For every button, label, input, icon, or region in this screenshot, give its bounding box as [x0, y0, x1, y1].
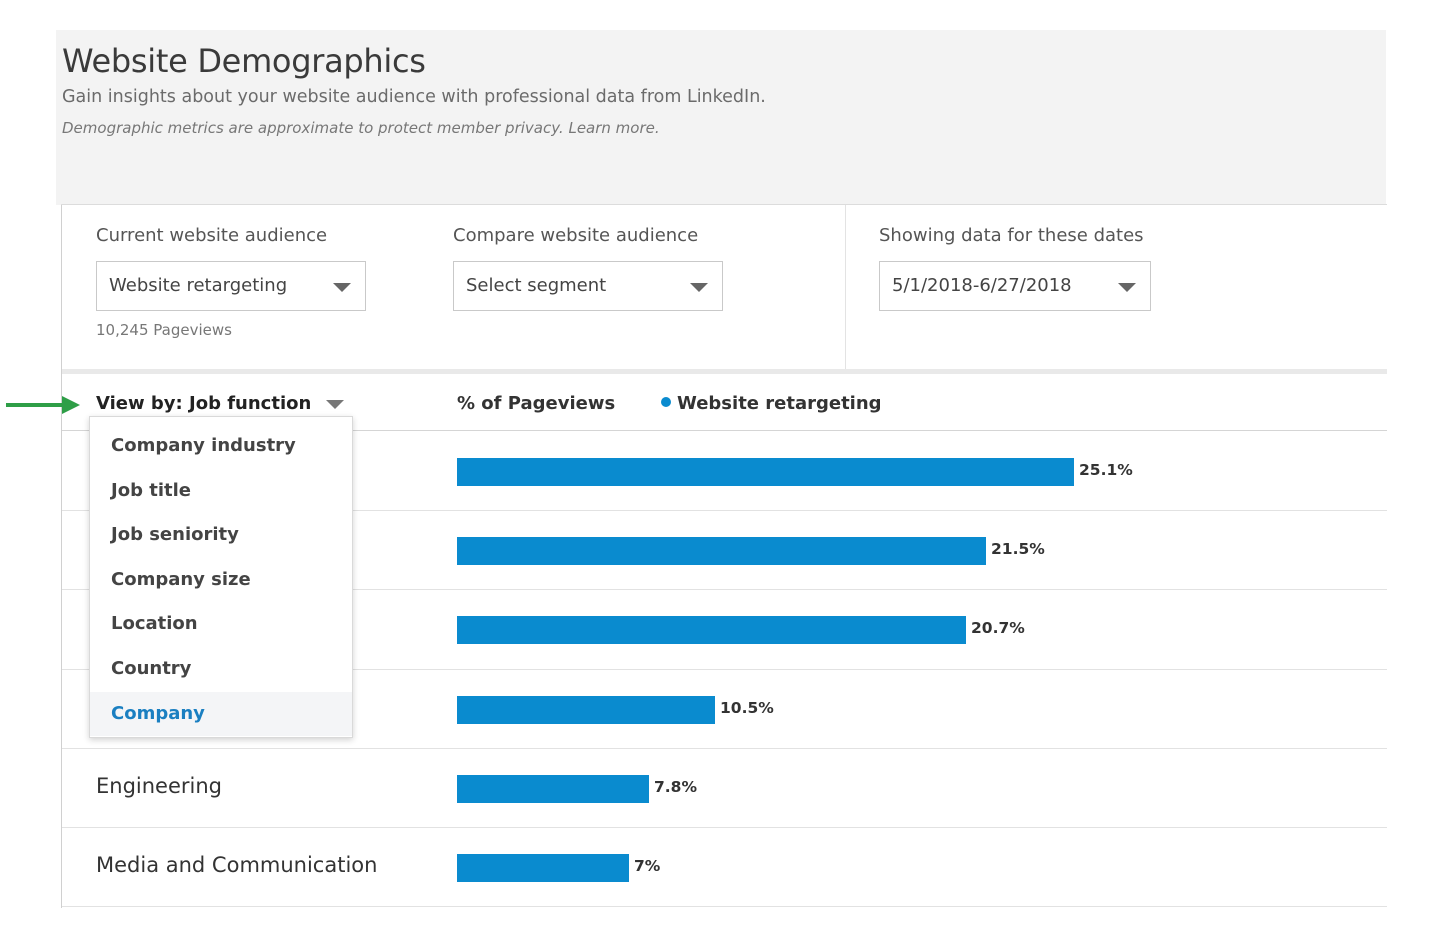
bar — [457, 458, 1074, 486]
compare-audience-dropdown[interactable]: Select segment — [453, 261, 723, 311]
bar — [457, 854, 629, 882]
bar-value-label: 10.5% — [720, 698, 774, 717]
view-by-value: Job function — [189, 393, 312, 414]
row-divider — [62, 589, 1387, 590]
view-by-label: View by: — [96, 393, 183, 414]
row-divider — [62, 669, 1387, 670]
green-arrow-icon — [6, 396, 80, 414]
menu-item-company-industry[interactable]: Company industry — [111, 435, 296, 456]
table-header-rule — [62, 430, 1387, 431]
caret-down-icon — [325, 399, 344, 409]
legend-dot-icon — [661, 397, 671, 407]
pageviews-column-header: % of Pageviews — [457, 393, 616, 414]
pageviews-count: 10,245 Pageviews — [96, 321, 232, 339]
compare-audience-label: Compare website audience — [453, 225, 699, 246]
menu-item-company-size[interactable]: Company size — [111, 568, 251, 590]
bar — [457, 695, 715, 724]
row-divider — [62, 827, 1387, 828]
row-label: Media and Communication — [96, 853, 378, 877]
row-divider — [62, 748, 1387, 749]
privacy-note[interactable]: Demographic metrics are approximate to p… — [62, 119, 660, 137]
date-range-value: 5/1/2018-6/27/2018 — [892, 275, 1072, 296]
legend: Website retargeting — [661, 393, 882, 414]
header-band — [56, 30, 1386, 205]
menu-item-company[interactable]: Company — [90, 691, 352, 736]
compare-audience-value: Select segment — [466, 275, 607, 296]
date-range-dropdown[interactable]: 5/1/2018-6/27/2018 — [879, 261, 1151, 311]
current-audience-dropdown[interactable]: Website retargeting — [96, 261, 366, 311]
page-title: Website Demographics — [62, 42, 426, 80]
bar-value-label: 7.8% — [654, 777, 697, 796]
bar-value-label: 20.7% — [971, 619, 1025, 638]
bar-value-label: 7% — [634, 857, 661, 875]
bar-value-label: 25.1% — [1079, 461, 1133, 479]
section-separator — [62, 369, 1387, 374]
dates-label: Showing data for these dates — [879, 225, 1144, 246]
menu-item-job-seniority[interactable]: Job seniority — [111, 524, 239, 546]
column-divider — [845, 205, 846, 370]
legend-label: Website retargeting — [677, 393, 882, 414]
caret-down-icon — [333, 283, 351, 292]
caret-down-icon — [1118, 283, 1136, 292]
bar — [457, 616, 966, 645]
bar — [457, 774, 649, 803]
view-by-menu: Company industry Job title Job seniority Co… — [89, 416, 353, 738]
bar-value-label: 21.5% — [991, 540, 1045, 559]
card-left-border — [61, 205, 62, 908]
view-by-dropdown[interactable]: View by: Job function — [96, 393, 344, 414]
current-audience-value: Website retargeting — [109, 275, 288, 296]
card-top-border — [61, 204, 1387, 205]
menu-item-job-title[interactable]: Job title — [111, 479, 191, 501]
menu-item-country[interactable]: Country — [111, 658, 192, 679]
menu-item-location[interactable]: Location — [111, 613, 198, 635]
row-divider — [62, 906, 1387, 907]
bar — [457, 537, 986, 566]
row-label: Engineering — [96, 773, 222, 798]
caret-down-icon — [690, 283, 708, 292]
row-divider — [62, 510, 1387, 511]
current-audience-label: Current website audience — [96, 225, 328, 246]
page-subtitle: Gain insights about your website audienc… — [62, 87, 766, 107]
